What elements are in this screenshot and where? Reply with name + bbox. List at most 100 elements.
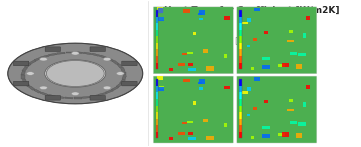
Bar [193, 32, 196, 35]
Bar [239, 119, 242, 125]
Bar [156, 86, 158, 92]
Circle shape [45, 60, 106, 87]
Bar [253, 107, 257, 110]
Bar [156, 63, 158, 69]
Bar [247, 87, 251, 91]
Bar [239, 99, 242, 106]
Bar [57, 52, 65, 54]
Circle shape [26, 72, 34, 75]
Bar [157, 17, 164, 21]
Bar [183, 10, 190, 13]
Bar [239, 17, 242, 23]
Bar [48, 94, 56, 97]
Bar [298, 53, 306, 56]
Bar [298, 122, 306, 126]
Bar [296, 133, 302, 138]
Bar [156, 99, 158, 106]
Bar [187, 121, 193, 123]
Bar [117, 64, 123, 68]
Bar [199, 82, 201, 84]
Bar [239, 79, 242, 86]
Bar [178, 63, 184, 66]
Circle shape [46, 61, 104, 86]
Circle shape [103, 86, 111, 90]
Bar [156, 17, 158, 23]
Bar [188, 132, 193, 135]
Bar [290, 121, 297, 124]
Bar [239, 92, 242, 99]
Bar [239, 106, 242, 112]
Bar [239, 56, 242, 63]
Bar [206, 136, 214, 140]
Bar [90, 95, 99, 97]
Text: ✓ 3T X 4R: ✓ 3T X 4R [167, 21, 205, 30]
Bar [112, 60, 119, 64]
Bar [29, 86, 35, 90]
Bar [264, 31, 269, 34]
Bar [22, 79, 27, 83]
Bar [290, 52, 297, 55]
Bar [225, 54, 227, 58]
Bar [199, 17, 203, 20]
Bar [239, 30, 242, 36]
Bar [178, 132, 184, 135]
Bar [239, 49, 242, 56]
Bar [254, 8, 260, 11]
Bar [156, 23, 158, 30]
Bar [116, 83, 123, 87]
Circle shape [71, 52, 79, 55]
Bar [239, 23, 242, 30]
Bar [99, 55, 107, 59]
Bar [29, 60, 36, 64]
Bar [223, 16, 230, 20]
Bar [156, 79, 158, 86]
Bar [157, 7, 163, 11]
Text: ✓ Contour Range 조절: ✓ Contour Range 조절 [167, 36, 244, 45]
FancyBboxPatch shape [237, 7, 317, 74]
Bar [122, 76, 126, 79]
Bar [239, 132, 242, 138]
Bar [40, 92, 48, 96]
Bar [251, 136, 254, 139]
FancyBboxPatch shape [237, 76, 317, 143]
Circle shape [103, 57, 111, 61]
Bar [282, 63, 289, 67]
Bar [183, 79, 190, 82]
FancyBboxPatch shape [153, 7, 233, 74]
Bar [278, 64, 285, 67]
Bar [156, 30, 158, 36]
Bar [169, 68, 174, 71]
Bar [296, 64, 302, 69]
Bar [251, 67, 254, 70]
Bar [21, 75, 25, 79]
Bar [34, 89, 41, 93]
Bar [262, 126, 270, 129]
Bar [193, 101, 196, 105]
Bar [40, 55, 49, 58]
Bar [303, 102, 306, 107]
Bar [262, 57, 270, 60]
Bar [239, 43, 242, 49]
Bar [199, 13, 201, 15]
FancyBboxPatch shape [122, 61, 137, 66]
Bar [156, 119, 158, 125]
Bar [239, 10, 242, 69]
Bar [156, 10, 158, 69]
Bar [188, 137, 196, 141]
FancyBboxPatch shape [13, 61, 29, 66]
Bar [120, 79, 126, 83]
Bar [239, 63, 242, 69]
Bar [278, 133, 285, 136]
Bar [203, 49, 208, 53]
Bar [159, 86, 164, 89]
Bar [156, 132, 158, 138]
Bar [156, 92, 158, 99]
Bar [239, 86, 242, 92]
Bar [48, 53, 57, 56]
Bar [264, 100, 269, 103]
Circle shape [40, 86, 47, 90]
Bar [83, 52, 92, 55]
Bar [156, 56, 158, 63]
Bar [121, 68, 125, 71]
Bar [98, 93, 107, 96]
